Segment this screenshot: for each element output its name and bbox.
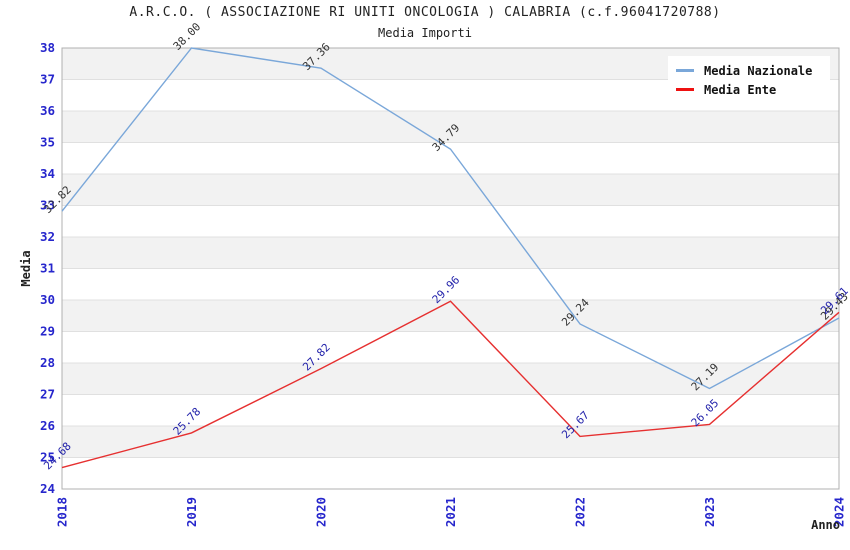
y-tick-label: 33 <box>40 198 55 213</box>
y-tick-label: 38 <box>40 40 55 55</box>
plot-band <box>62 174 839 206</box>
legend-item-media-nazionale: Media Nazionale <box>676 61 826 80</box>
chart-title: A.R.C.O. ( ASSOCIAZIONE RI UNITI ONCOLOG… <box>129 5 721 20</box>
y-tick-label: 24 <box>40 481 55 496</box>
x-tick-label: 2020 <box>314 497 329 527</box>
y-tick-label: 34 <box>40 166 55 181</box>
plot-band <box>62 394 839 426</box>
y-tick-label: 32 <box>40 229 55 244</box>
plot-band <box>62 205 839 237</box>
y-tick-label: 27 <box>40 387 55 402</box>
plot-band <box>62 331 839 363</box>
plot-band <box>62 426 839 458</box>
y-tick-label: 31 <box>40 261 55 276</box>
x-tick-label: 2019 <box>184 497 199 527</box>
x-tick-label: 2023 <box>702 497 717 527</box>
plot-band <box>62 111 839 143</box>
y-tick-label: 29 <box>40 324 55 339</box>
plot-band <box>62 363 839 395</box>
plot-band <box>62 237 839 269</box>
plot-band <box>62 300 839 332</box>
series-line-media-ente <box>61 300 840 469</box>
plot-band <box>62 457 839 489</box>
chart-subtitle: Media Importi <box>378 26 472 40</box>
legend-label: Media Ente <box>704 82 777 97</box>
x-tick-label: 2024 <box>832 497 847 527</box>
legend-swatch-red-line-icon <box>676 88 694 91</box>
legend: Media Nazionale Media Ente <box>668 56 830 104</box>
plot-band <box>62 142 839 174</box>
y-tick-label: 37 <box>40 72 55 87</box>
legend-swatch-blue-line-icon <box>676 69 694 72</box>
y-tick-label: 28 <box>40 355 55 370</box>
x-tick-label: 2018 <box>55 497 70 527</box>
y-tick-label: 30 <box>40 292 55 307</box>
x-tick-label: 2021 <box>443 497 458 527</box>
y-tick-label: 35 <box>40 135 55 150</box>
x-axis-title: Anno <box>811 518 840 532</box>
legend-item-media-ente: Media Ente <box>676 80 826 99</box>
y-tick-label: 36 <box>40 103 55 118</box>
legend-label: Media Nazionale <box>704 63 813 78</box>
plot-frame <box>61 47 840 490</box>
series-line-media-nazionale <box>61 47 840 390</box>
y-tick-label: 25 <box>40 450 55 465</box>
x-tick-label: 2022 <box>573 497 588 527</box>
y-axis-title: Media <box>19 250 33 286</box>
y-tick-label: 26 <box>40 418 55 433</box>
plot-band <box>62 268 839 300</box>
